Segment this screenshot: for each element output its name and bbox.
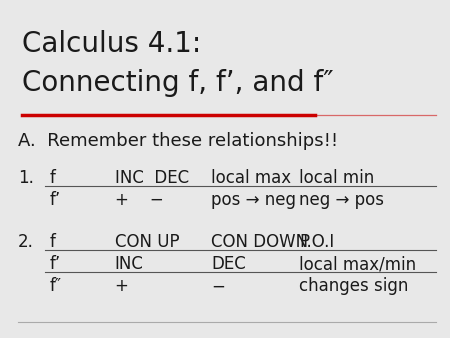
Text: local max/min: local max/min [299,255,416,273]
Text: CON UP: CON UP [115,233,179,251]
Text: INC  DEC: INC DEC [115,169,189,187]
Text: +    −: + − [115,191,163,209]
Text: pos → neg: pos → neg [212,191,297,209]
Text: A.  Remember these relationships!!: A. Remember these relationships!! [18,132,338,150]
Text: CON DOWN: CON DOWN [212,233,309,251]
Text: f: f [50,169,55,187]
Text: DEC: DEC [212,255,246,273]
Text: changes sign: changes sign [299,277,409,295]
Text: f: f [50,233,55,251]
Text: f’: f’ [50,191,61,209]
Text: 1.: 1. [18,169,34,187]
Text: Connecting f, f’, and f″: Connecting f, f’, and f″ [22,69,334,97]
Text: Calculus 4.1:: Calculus 4.1: [22,30,202,58]
Text: +: + [115,277,129,295]
Text: neg → pos: neg → pos [299,191,384,209]
Text: P.O.I: P.O.I [299,233,334,251]
Text: 2.: 2. [18,233,34,251]
Text: local min: local min [299,169,374,187]
Text: −: − [212,277,225,295]
Text: f’: f’ [50,255,61,273]
Text: INC: INC [115,255,144,273]
Text: f″: f″ [50,277,62,295]
Text: local max: local max [212,169,292,187]
